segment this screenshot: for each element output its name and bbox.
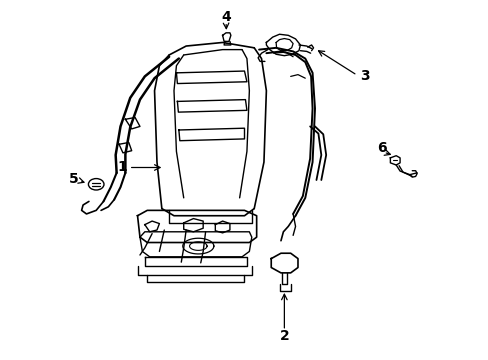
Polygon shape bbox=[271, 253, 297, 273]
Text: 1: 1 bbox=[117, 161, 126, 175]
Polygon shape bbox=[179, 128, 244, 141]
Polygon shape bbox=[144, 221, 159, 232]
Polygon shape bbox=[176, 71, 246, 84]
Polygon shape bbox=[144, 257, 246, 266]
Text: 3: 3 bbox=[360, 69, 369, 84]
Polygon shape bbox=[389, 156, 399, 165]
Polygon shape bbox=[183, 219, 203, 232]
Text: 5: 5 bbox=[68, 172, 78, 186]
Text: 2: 2 bbox=[279, 329, 289, 343]
Polygon shape bbox=[119, 143, 131, 153]
Text: 4: 4 bbox=[221, 10, 230, 24]
Polygon shape bbox=[140, 232, 251, 257]
Polygon shape bbox=[215, 221, 229, 233]
Polygon shape bbox=[125, 117, 140, 129]
Polygon shape bbox=[177, 100, 246, 112]
Polygon shape bbox=[266, 34, 300, 56]
Polygon shape bbox=[137, 210, 256, 243]
Text: 6: 6 bbox=[376, 141, 386, 155]
Polygon shape bbox=[222, 33, 230, 41]
